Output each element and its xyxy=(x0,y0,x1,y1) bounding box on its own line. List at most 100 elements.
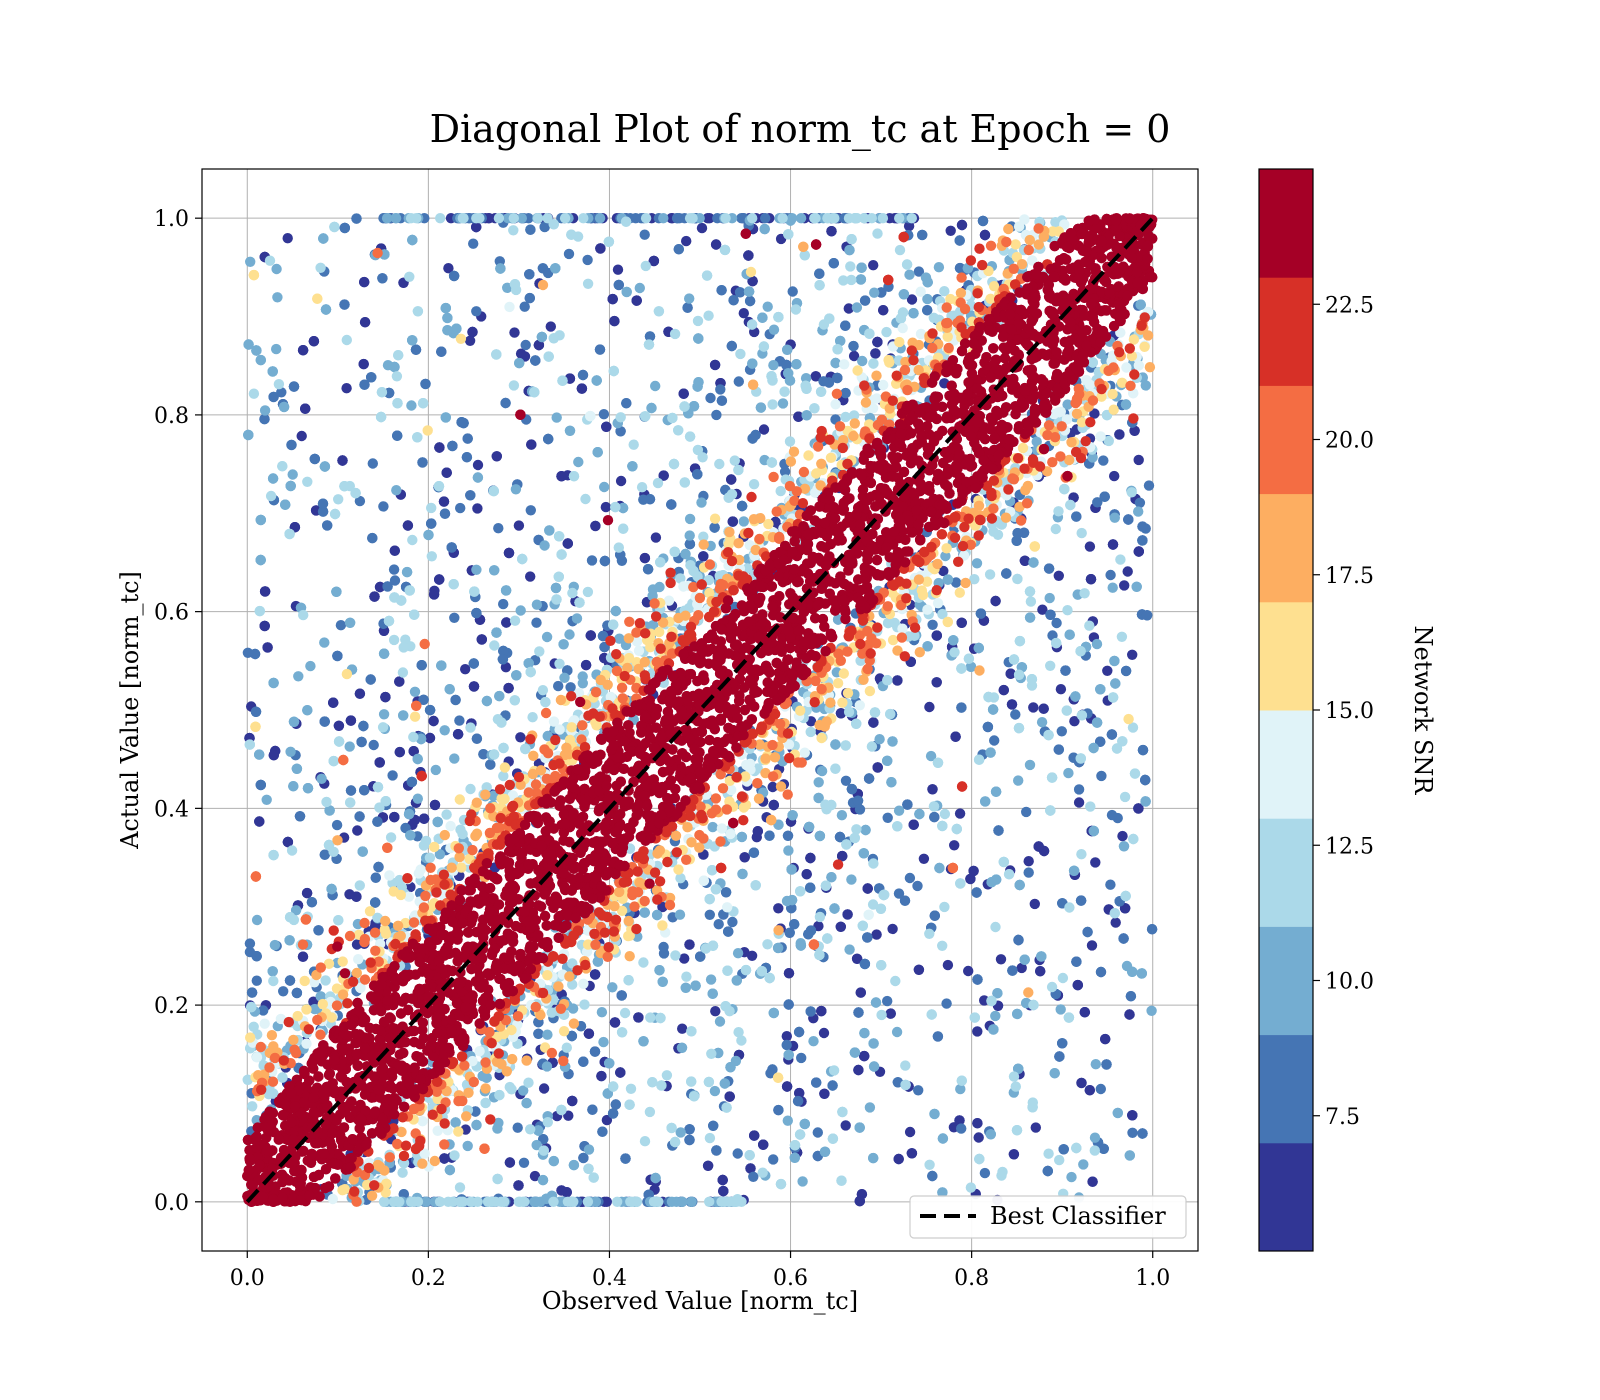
scatter-point xyxy=(534,646,545,657)
scatter-point xyxy=(934,862,945,874)
scatter-point xyxy=(710,239,722,250)
scatter-point xyxy=(851,302,863,313)
scatter-point xyxy=(920,272,932,283)
scatter-point xyxy=(722,902,733,913)
scatter-point xyxy=(634,282,645,294)
scatter-point xyxy=(476,634,487,645)
scatter-point xyxy=(871,929,882,940)
scatter-point xyxy=(866,741,878,752)
scatter-point xyxy=(288,381,300,392)
scatter-point xyxy=(529,1170,541,1182)
scatter-point xyxy=(828,1065,840,1076)
scatter-point xyxy=(254,749,265,760)
scatter-point xyxy=(556,1104,567,1116)
scatter-point xyxy=(1084,541,1096,552)
scatter-point xyxy=(1043,563,1055,574)
scatter-point xyxy=(799,747,810,758)
scatter-point xyxy=(352,825,363,836)
scatter-point xyxy=(390,213,402,224)
scatter-point xyxy=(980,796,991,807)
scatter-point xyxy=(783,845,794,856)
scatter-point xyxy=(449,753,460,764)
scatter-point xyxy=(599,555,611,567)
scatter-point xyxy=(840,1120,851,1131)
scatter-point xyxy=(805,1006,816,1017)
scatter-point xyxy=(684,1134,695,1146)
scatter-point xyxy=(897,623,908,634)
scatter-point xyxy=(680,982,691,993)
scatter-point xyxy=(1045,660,1056,671)
scatter-point xyxy=(704,1196,715,1208)
scatter-point xyxy=(738,308,749,319)
scatter-point xyxy=(1089,1145,1101,1156)
scatter-point xyxy=(917,229,928,241)
scatter-point xyxy=(566,229,577,240)
scatter-point xyxy=(862,932,873,943)
scatter-point xyxy=(898,289,910,300)
scatter-point xyxy=(666,499,677,510)
scatter-point xyxy=(440,412,451,423)
scatter-point xyxy=(1008,1149,1020,1160)
scatter-point xyxy=(1050,523,1062,535)
scatter-point xyxy=(553,680,564,692)
scatter-point xyxy=(1137,521,1148,532)
scatter-point xyxy=(331,586,342,597)
scatter-point xyxy=(315,262,326,273)
scatter-point xyxy=(493,213,505,224)
scatter-point xyxy=(1054,1051,1065,1062)
scatter-point xyxy=(529,1196,540,1208)
scatter-point xyxy=(878,305,889,316)
scatter-point xyxy=(768,324,780,335)
scatter-point xyxy=(1053,744,1065,755)
scatter-point xyxy=(262,642,273,653)
scatter-point xyxy=(820,880,832,891)
scatter-point xyxy=(986,995,997,1007)
scatter-point xyxy=(471,1119,482,1131)
scatter-point xyxy=(328,697,339,708)
scatter-point xyxy=(384,870,395,881)
scatter-point xyxy=(679,477,690,488)
scatter-point xyxy=(787,810,798,821)
scatter-point xyxy=(392,430,403,441)
scatter-point xyxy=(658,470,669,481)
scatter-point xyxy=(1129,768,1141,779)
scatter-point xyxy=(809,213,820,224)
scatter-point xyxy=(933,262,945,273)
scatter-point xyxy=(591,375,602,386)
scatter-point xyxy=(597,1126,608,1137)
scatter-point xyxy=(1042,1165,1054,1177)
scatter-point xyxy=(906,1148,918,1159)
scatter-point xyxy=(786,213,798,224)
scatter-point xyxy=(345,785,357,796)
scatter-point xyxy=(406,400,417,411)
scatter-point xyxy=(719,1078,730,1089)
scatter-point xyxy=(684,939,695,950)
scatter-point xyxy=(500,585,512,596)
scatter-point xyxy=(893,1153,904,1165)
scatter-point xyxy=(538,1145,549,1156)
scatter-point xyxy=(369,591,380,602)
scatter-point xyxy=(897,322,908,334)
scatter-point xyxy=(345,715,357,726)
scatter-point xyxy=(331,819,343,831)
scatter-point xyxy=(545,321,556,332)
scatter-point xyxy=(246,1001,257,1013)
scatter-point xyxy=(550,263,561,274)
scatter-point xyxy=(702,1160,714,1172)
scatter-point xyxy=(1073,784,1085,795)
scatter-point xyxy=(509,615,521,626)
scatter-point xyxy=(391,371,403,382)
scatter-point xyxy=(623,975,634,986)
scatter-point xyxy=(594,344,606,355)
scatter-point xyxy=(1121,362,1132,373)
scatter-point xyxy=(442,325,453,336)
scatter-point xyxy=(405,830,416,841)
scatter-point xyxy=(815,386,827,397)
scatter-point xyxy=(963,653,975,664)
scatter-point xyxy=(515,605,526,616)
scatter-point xyxy=(902,799,913,810)
scatter-point xyxy=(1056,726,1068,737)
scatter-point xyxy=(488,485,499,497)
scatter-point xyxy=(339,299,350,310)
scatter-point xyxy=(781,895,793,907)
